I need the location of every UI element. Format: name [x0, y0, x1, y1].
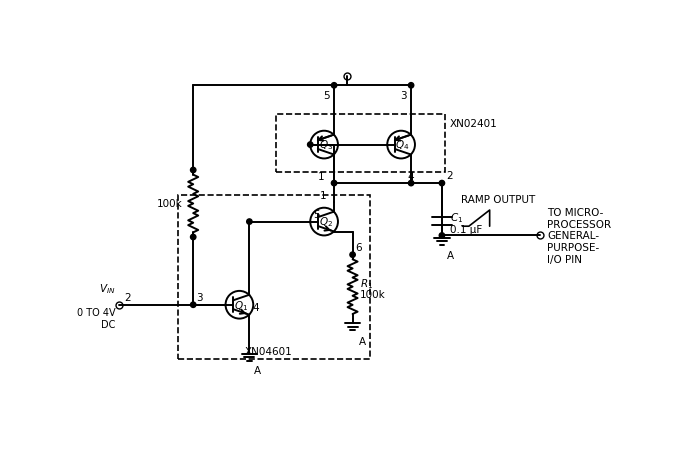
Text: 3: 3: [400, 91, 407, 101]
Circle shape: [190, 303, 196, 308]
Bar: [276, 115, 445, 173]
Text: RAMP OUTPUT: RAMP OUTPUT: [461, 194, 536, 204]
Circle shape: [408, 181, 414, 187]
Circle shape: [439, 233, 444, 238]
Text: A: A: [254, 365, 261, 375]
Text: 1: 1: [320, 191, 326, 201]
Text: A: A: [358, 336, 366, 346]
Circle shape: [408, 83, 414, 89]
Text: 0.1 µF: 0.1 µF: [449, 224, 482, 234]
Text: 0 TO 4V
DC: 0 TO 4V DC: [77, 308, 116, 329]
Text: 6: 6: [356, 242, 363, 252]
Text: $C_1$: $C_1$: [449, 211, 463, 224]
Text: XN04601: XN04601: [245, 346, 293, 356]
Text: 5: 5: [314, 210, 320, 220]
Circle shape: [350, 253, 356, 258]
Circle shape: [331, 181, 337, 187]
Text: A: A: [447, 251, 454, 261]
Text: 4: 4: [407, 172, 414, 182]
Text: 4: 4: [253, 303, 259, 313]
Text: 2: 2: [125, 293, 132, 303]
Circle shape: [246, 219, 252, 225]
Circle shape: [439, 181, 444, 187]
Text: XN02401: XN02401: [449, 118, 498, 128]
Circle shape: [190, 235, 196, 240]
Text: 3: 3: [196, 293, 203, 303]
Text: 1: 1: [318, 172, 325, 182]
Text: $Q_1$: $Q_1$: [234, 298, 248, 312]
Circle shape: [307, 142, 313, 148]
Text: $V_{IN}$: $V_{IN}$: [99, 282, 116, 296]
Text: $Q_4$: $Q_4$: [395, 138, 409, 152]
Circle shape: [190, 168, 196, 173]
Text: 100k: 100k: [157, 199, 183, 209]
Text: TO MICRO-
PROCESSOR
GENERAL-
PURPOSE-
I/O PIN: TO MICRO- PROCESSOR GENERAL- PURPOSE- I/…: [547, 208, 612, 264]
Text: $Q_3$: $Q_3$: [318, 138, 332, 152]
Bar: [178, 196, 370, 359]
Text: 2: 2: [447, 171, 453, 181]
Text: $Q_2$: $Q_2$: [318, 215, 332, 229]
Text: $R_1$: $R_1$: [360, 276, 374, 290]
Circle shape: [331, 83, 337, 89]
Text: 100k: 100k: [360, 290, 386, 300]
Text: 5: 5: [323, 91, 330, 101]
